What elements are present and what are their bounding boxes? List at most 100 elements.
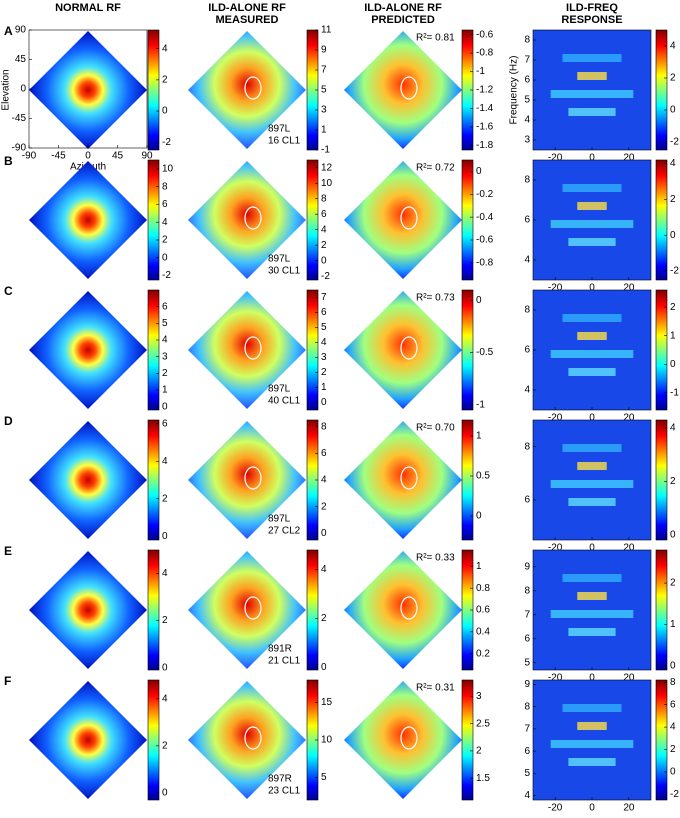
- colorbar-tick-label: 4: [321, 224, 327, 235]
- colorbar-tick-label: -2: [670, 137, 679, 148]
- colorbar-tick-label: 0: [162, 662, 168, 673]
- colorbar-tick-label: -1: [670, 387, 679, 398]
- colorbar-tick-label: 10: [321, 178, 333, 189]
- y-tick-label: 7: [524, 609, 530, 620]
- colorbar: [306, 549, 319, 671]
- y-tick-label: 5: [524, 95, 530, 106]
- column-header: PREDICTED: [371, 14, 435, 26]
- y-tick-label: 8: [524, 701, 530, 712]
- colorbar-tick-label: -0.6: [476, 29, 494, 40]
- heatmap-band: [568, 108, 616, 116]
- column-header: ILD-ALONE RF: [364, 2, 442, 14]
- y-tick-label: 9: [524, 679, 530, 690]
- y-tick-label: 5: [524, 768, 530, 779]
- colorbar-tick-label: 0: [476, 166, 482, 177]
- colorbar: [461, 289, 474, 411]
- heatmap-band: [550, 90, 634, 98]
- colorbar-tick-label: 0: [162, 106, 168, 117]
- y-tick-label: 8: [524, 441, 530, 452]
- x-tick-label: -20: [548, 413, 563, 424]
- heatmap-band: [577, 202, 607, 210]
- colorbar-tick-label: -1: [321, 145, 330, 156]
- colorbar-tick-label: 3: [321, 105, 327, 116]
- heatmap-band: [550, 350, 634, 358]
- unit-label: 897L: [268, 384, 291, 395]
- colorbar-tick-label: 1: [670, 619, 676, 630]
- colorbar: [147, 29, 160, 151]
- heatmap-band: [562, 704, 622, 712]
- colorbar: [655, 549, 668, 671]
- colorbar-tick-label: 2.5: [476, 718, 490, 729]
- panel-letter: E: [4, 544, 12, 558]
- colorbar-tick-label: -1: [476, 399, 485, 410]
- colorbar-tick-label: 4: [162, 456, 168, 467]
- colorbar-tick-label: 3: [476, 691, 482, 702]
- y-tick-label: 8: [524, 175, 530, 186]
- colorbar: [147, 679, 160, 801]
- colorbar: [306, 159, 319, 281]
- x-tick-label: 0: [589, 283, 595, 294]
- rf-contour: [244, 596, 262, 620]
- receptive-field-map: [344, 681, 462, 799]
- colorbar-tick-label: -1.6: [476, 122, 494, 133]
- x-tick-label: -90: [22, 151, 37, 162]
- colorbar: [147, 289, 160, 411]
- heatmap-band: [562, 184, 622, 192]
- colorbar-tick-label: -0.8: [476, 48, 494, 59]
- rf-contour: [244, 336, 262, 360]
- column-header: MEASURED: [216, 14, 279, 26]
- colorbar-tick-label: 1: [321, 382, 327, 393]
- rf-contour: [400, 596, 418, 620]
- colorbar-tick-label: 2: [321, 240, 327, 251]
- receptive-field-map: [344, 551, 462, 669]
- x-tick-label: -20: [548, 803, 563, 814]
- rf-contour: [400, 76, 418, 100]
- y-tick-label: 3: [524, 135, 530, 146]
- colorbar-tick-label: 2: [162, 615, 168, 626]
- x-tick-label: -20: [548, 543, 563, 554]
- colorbar-tick-label: 0: [321, 397, 327, 408]
- y-tick-label: -45: [12, 113, 27, 124]
- colorbar-tick-label: 0: [321, 662, 327, 673]
- x-tick-label: 45: [112, 151, 124, 162]
- y-tick-label: 45: [15, 54, 27, 65]
- colorbar-tick-label: -2: [670, 266, 679, 277]
- colorbar-tick-label: 0: [670, 661, 676, 672]
- y-tick-label: 6: [524, 633, 530, 644]
- colorbar-tick-label: 2: [162, 75, 168, 86]
- x-tick-label: -45: [51, 151, 66, 162]
- unit-label: 30 CL1: [268, 266, 301, 277]
- colorbar-tick-label: 6: [162, 199, 168, 210]
- colorbar: [655, 159, 668, 281]
- colorbar-tick-label: -0.2: [476, 189, 494, 200]
- colorbar-tick-label: 0.2: [476, 648, 490, 659]
- colorbar-tick-label: 2: [670, 73, 676, 84]
- colorbar-tick-label: 0.4: [476, 626, 490, 637]
- colorbar-tick-label: -0.4: [476, 212, 494, 223]
- colorbar-tick-label: 0.8: [476, 583, 490, 594]
- x-tick-label: 20: [623, 673, 635, 684]
- y-axis-label: Elevation: [1, 69, 12, 110]
- colorbar-tick-label: 2: [162, 368, 168, 379]
- colorbar-tick-label: 8: [321, 421, 327, 432]
- receptive-field-map: [29, 291, 147, 409]
- rf-contour: [244, 726, 262, 750]
- unit-label: 897L: [268, 124, 291, 135]
- colorbar-tick-label: 6: [321, 307, 327, 318]
- receptive-field-map: [344, 31, 462, 149]
- colorbar: [461, 419, 474, 541]
- rf-contour: [400, 726, 418, 750]
- x-tick-label: 20: [623, 803, 635, 814]
- colorbar-tick-label: 5: [321, 85, 327, 96]
- column-header: RESPONSE: [561, 14, 622, 26]
- colorbar-tick-label: 4: [162, 568, 168, 579]
- heatmap-band: [577, 332, 607, 340]
- receptive-field-map: [188, 551, 306, 669]
- y-tick-label: 0: [20, 84, 26, 95]
- receptive-field-map: [344, 421, 462, 539]
- rf-contour: [400, 336, 418, 360]
- heatmap-band: [562, 314, 622, 322]
- receptive-field-map: [29, 681, 147, 799]
- colorbar-tick-label: 2: [670, 302, 676, 313]
- colorbar-tick-label: 5: [321, 322, 327, 333]
